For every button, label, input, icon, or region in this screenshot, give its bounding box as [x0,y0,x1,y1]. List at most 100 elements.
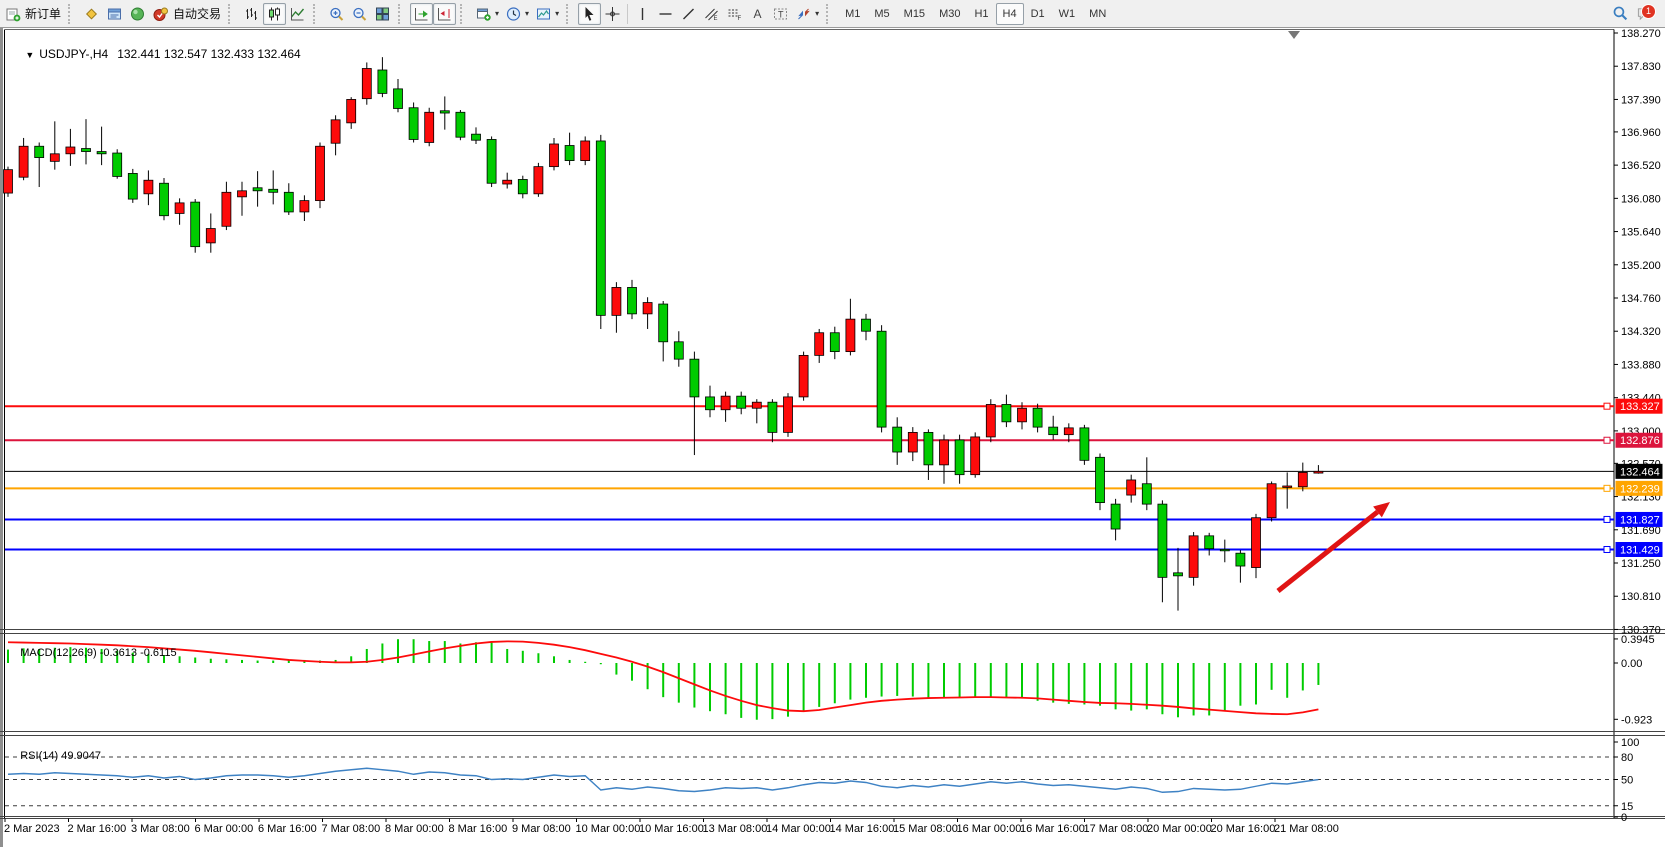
fibonacci-icon: F [728,9,742,22]
candle [642,297,653,329]
templates-dropdown-icon[interactable]: ▾ [555,9,560,18]
candlestick-chart-icon [269,7,281,20]
navigator-button[interactable] [126,3,149,25]
candle [892,417,903,465]
tf-button-H1[interactable]: H1 [974,7,989,20]
macd-indicator-label: MACD(12,26,9) -0.3613 -0.6115 [20,647,177,659]
candle [595,134,606,329]
zoom-in-button[interactable] [325,3,348,25]
arrows-shapes-icon [798,8,810,19]
templates-button[interactable]: ▾ [532,3,562,25]
tf-button-M5[interactable]: M5 [874,7,890,20]
crosshair-icon [605,6,620,21]
hline-endpoint-marker[interactable] [1603,545,1611,553]
chart-shift-marker[interactable] [1288,31,1300,39]
candle [939,434,949,484]
candle [767,399,778,443]
price-tick-label: 130.810 [1621,591,1661,603]
candle [424,107,435,147]
horizontal-line-button[interactable] [654,3,677,25]
hline-endpoint-marker[interactable] [1603,515,1611,523]
time-tick-label: 2 Mar 2023 [4,823,60,835]
fibonacci-button[interactable]: F [723,3,746,25]
candle [268,170,279,205]
price-tick-label: 131.690 [1621,525,1661,537]
candle [252,171,263,207]
crosshair-button[interactable] [601,3,624,25]
tf-button-M30[interactable]: M30 [939,7,961,20]
arrows-shapes-dropdown-icon[interactable]: ▾ [815,9,820,18]
rsi-axis-label: 100 [1621,737,1639,749]
equidistant-channel-button[interactable]: E [700,3,723,25]
candle [783,393,793,437]
cursor-button[interactable] [578,2,602,25]
navigator-icon [131,7,145,20]
market-watch-button[interactable] [80,3,103,25]
price-axis-badge [1615,432,1663,448]
candle [736,391,747,415]
candle [876,325,887,433]
price-tick-label: 137.830 [1621,61,1661,73]
template-icon [537,8,551,19]
time-tick-label: 20 Mar 16:00 [1211,823,1276,835]
price-axis-badge-label: 132.876 [1620,435,1660,447]
new-chart-dropdown-icon[interactable]: ▾ [495,9,500,18]
candle [1110,498,1121,541]
candle [1219,539,1230,563]
line-chart-icon [290,7,305,20]
vertical-line-button[interactable] [631,3,654,25]
search-button[interactable] [1608,3,1632,25]
tf-button-MN[interactable]: MN [1089,7,1107,20]
candle [3,166,13,197]
time-tick-label: 14 Mar 16:00 [830,823,895,835]
new-order-icon [6,8,21,21]
autotrading-button[interactable]: 自动交易 [149,3,224,25]
trendline-button[interactable] [677,3,700,25]
autotrading-icon [153,7,169,21]
tile-windows-button[interactable] [371,3,394,25]
hline-endpoint-marker[interactable] [1603,484,1611,492]
chart-collapse-icon[interactable]: ▼ [25,50,35,60]
zoom-out-button[interactable] [348,3,371,25]
rsi-axis-label: 80 [1621,752,1633,764]
hline-endpoint-marker[interactable] [1603,402,1611,410]
bar-chart-button[interactable] [240,3,263,25]
new-chart-button[interactable]: ▾ [472,3,502,25]
candle [502,172,513,189]
auto-scroll-button[interactable] [410,2,434,25]
rsi-axis-label: 15 [1621,801,1633,813]
tf-button-M1[interactable]: M1 [845,7,861,20]
text-label-button[interactable]: T [769,3,792,25]
tf-button-D1[interactable]: D1 [1030,7,1045,20]
tf-button-M15[interactable]: M15 [903,7,926,20]
new-order-button[interactable]: 新订单 [2,3,64,25]
hline-endpoint-marker[interactable] [1603,436,1611,444]
tf-button-H4[interactable]: H4 [995,2,1024,25]
candle [127,168,138,203]
notifications-button[interactable]: 1 [1632,3,1656,24]
candle [237,181,247,216]
chart-shift-button[interactable] [433,2,457,25]
candlestick-chart-button[interactable] [263,2,287,25]
price-axis-badge-label: 133.327 [1620,401,1660,413]
candle [1235,550,1246,583]
profiles-button[interactable]: ▾ [502,3,532,25]
window-splitter[interactable] [0,28,3,847]
candle [439,96,450,130]
time-tick-label: 8 Mar 00:00 [385,823,444,835]
time-tick-label: 7 Mar 08:00 [322,823,381,835]
tf-button-W1[interactable]: W1 [1058,7,1076,20]
time-tick-label: 9 Mar 08:00 [512,823,571,835]
trend-arrow-annotation[interactable] [1276,502,1390,593]
time-tick-label: 17 Mar 08:00 [1084,823,1149,835]
arrows-shapes-button[interactable]: ▾ [792,3,822,25]
price-tick-label: 130.370 [1621,624,1661,636]
candle [549,137,559,171]
candle [627,279,637,320]
data-window-button[interactable] [103,3,126,25]
text-button[interactable]: A [746,3,769,25]
equidistant-channel-icon: E [705,8,718,22]
line-chart-button[interactable] [286,3,309,25]
price-tick-label: 133.880 [1621,359,1661,371]
profiles-dropdown-icon[interactable]: ▾ [525,9,530,18]
